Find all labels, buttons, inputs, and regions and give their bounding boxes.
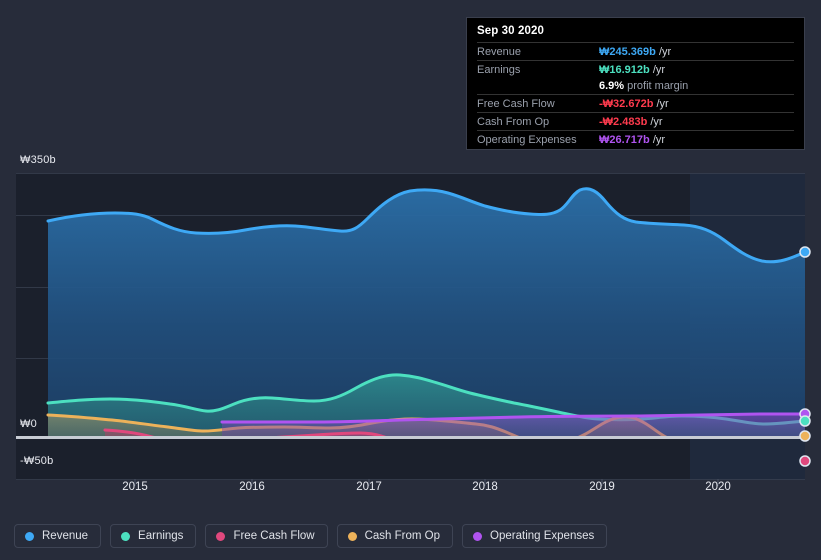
legend-item-earnings[interactable]: Earnings bbox=[110, 524, 197, 548]
revenue-line bbox=[46, 187, 805, 264]
tooltip-key-earnings: Earnings bbox=[477, 63, 521, 76]
revenue-area bbox=[48, 188, 805, 438]
x-tick-marks bbox=[134, 479, 719, 486]
legend-dot-revenue-icon bbox=[25, 531, 34, 541]
legend-label-revenue: Revenue bbox=[42, 530, 89, 542]
operating-expenses-line bbox=[220, 412, 805, 424]
legend-label-cash-from-op: Cash From Op bbox=[364, 530, 441, 542]
endpoint-revenue bbox=[799, 246, 811, 258]
tooltip-value-operating-expenses: ₩26.717b /yr bbox=[599, 134, 665, 146]
tooltip-date: Sep 30 2020 bbox=[477, 25, 544, 37]
legend-item-revenue[interactable]: Revenue bbox=[14, 524, 102, 548]
legend-item-operating-expenses[interactable]: Operating Expenses bbox=[462, 524, 608, 548]
legend-item-cash-from-op[interactable]: Cash From Op bbox=[336, 524, 454, 548]
tooltip-amount-cash-from-op: -₩2.483b bbox=[599, 115, 648, 128]
x-axis-label-2017: 2017 bbox=[356, 481, 382, 493]
tooltip-amount-operating-expenses: ₩26.717b bbox=[599, 133, 650, 146]
tooltip-unit-operating-expenses: /yr bbox=[652, 133, 666, 146]
tooltip-amount-earnings: ₩16.912b bbox=[599, 63, 650, 76]
x-axis-label-2020: 2020 bbox=[705, 481, 731, 493]
tooltip-value-profit-margin: 6.9% profit margin bbox=[599, 80, 688, 92]
y-axis-label-350b: ₩350b bbox=[20, 154, 56, 166]
tooltip-unit-cash-from-op: /yr bbox=[650, 115, 663, 128]
tooltip-unit-earnings: /yr bbox=[652, 63, 666, 76]
endpoint-free-cash-flow bbox=[799, 455, 811, 467]
tooltip-unit-free-cash-flow: /yr bbox=[656, 97, 669, 110]
tooltip-margin-label: profit margin bbox=[627, 80, 689, 92]
tooltip-amount-revenue: ₩245.369b bbox=[599, 45, 656, 58]
datapoint-tooltip: Sep 30 2020 Revenue ₩245.369b /yr Earnin… bbox=[466, 17, 805, 150]
x-axis-label-2018: 2018 bbox=[472, 481, 498, 493]
tooltip-unit-revenue: /yr bbox=[658, 45, 672, 58]
legend-label-operating-expenses: Operating Expenses bbox=[490, 530, 595, 542]
tooltip-key-cash-from-op: Cash From Op bbox=[477, 115, 550, 128]
tooltip-amount-free-cash-flow: -₩32.672b bbox=[599, 97, 654, 110]
legend-dot-free-cash-flow-icon bbox=[216, 531, 226, 541]
tooltip-value-earnings: ₩16.912b /yr bbox=[599, 64, 665, 76]
legend-dot-operating-expenses-icon bbox=[473, 531, 483, 541]
x-axis-label-2015: 2015 bbox=[122, 481, 148, 493]
legend-dot-earnings-icon bbox=[121, 531, 131, 541]
tooltip-row-earnings: Earnings ₩16.912b /yr bbox=[477, 60, 794, 78]
tooltip-row-operating-expenses: Operating Expenses ₩26.717b /yr bbox=[477, 130, 794, 148]
tooltip-row-cash-from-op: Cash From Op -₩2.483b /yr bbox=[477, 112, 794, 130]
legend-label-earnings: Earnings bbox=[138, 530, 184, 542]
endpoint-earnings bbox=[799, 415, 811, 427]
tooltip-row-revenue: Revenue ₩245.369b /yr bbox=[477, 42, 794, 60]
plot-area bbox=[16, 173, 811, 486]
legend-label-free-cash-flow: Free Cash Flow bbox=[233, 530, 315, 542]
endpoint-cash-from-op bbox=[799, 430, 811, 442]
series-revenue bbox=[46, 187, 805, 438]
y-axis-label-0: ₩0 bbox=[20, 418, 37, 430]
tooltip-value-revenue: ₩245.369b /yr bbox=[599, 46, 671, 58]
tooltip-row-free-cash-flow: Free Cash Flow -₩32.672b /yr bbox=[477, 94, 794, 112]
y-axis-label-minus50b: -₩50b bbox=[20, 455, 54, 467]
tooltip-margin-percent: 6.9% bbox=[599, 80, 625, 92]
x-axis-label-2019: 2019 bbox=[589, 481, 615, 493]
tooltip-key-revenue: Revenue bbox=[477, 45, 522, 58]
tooltip-key-free-cash-flow: Free Cash Flow bbox=[477, 97, 555, 110]
tooltip-row-profit-margin: 6.9% profit margin bbox=[477, 78, 794, 94]
tooltip-value-cash-from-op: -₩2.483b /yr bbox=[599, 116, 663, 128]
endpoint-markers bbox=[799, 246, 811, 467]
legend-dot-cash-from-op-icon bbox=[347, 531, 357, 541]
x-axis-label-2016: 2016 bbox=[239, 481, 265, 493]
tooltip-value-free-cash-flow: -₩32.672b /yr bbox=[599, 98, 669, 110]
legend-item-free-cash-flow[interactable]: Free Cash Flow bbox=[205, 524, 328, 548]
tooltip-key-operating-expenses: Operating Expenses bbox=[477, 133, 577, 146]
chart-legend: Revenue Earnings Free Cash Flow Cash Fro… bbox=[14, 524, 608, 548]
